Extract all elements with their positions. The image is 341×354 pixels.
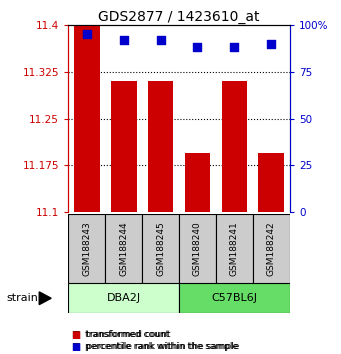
Bar [142,214,179,283]
Text: strain: strain [7,293,39,303]
Text: GSM188243: GSM188243 [82,221,91,276]
Bar [111,81,136,212]
Point [232,45,237,50]
Bar [222,81,247,212]
Text: C57BL6J: C57BL6J [211,293,257,303]
Text: GSM188240: GSM188240 [193,221,202,276]
Text: ■: ■ [72,342,81,352]
Bar [105,214,142,283]
Text: transformed count: transformed count [85,330,169,339]
Text: ■  percentile rank within the sample: ■ percentile rank within the sample [72,342,239,352]
Title: GDS2877 / 1423610_at: GDS2877 / 1423610_at [98,10,260,24]
Text: DBA2J: DBA2J [106,293,141,303]
Text: percentile rank within the sample: percentile rank within the sample [85,342,238,352]
Text: ■: ■ [72,330,81,339]
Point [158,37,163,42]
Bar [68,283,179,313]
Bar [179,214,216,283]
Text: GSM188241: GSM188241 [230,221,239,276]
Text: GSM188242: GSM188242 [267,221,276,276]
Point [84,32,89,37]
Bar [184,153,210,212]
Text: GSM188244: GSM188244 [119,221,128,276]
Bar [253,214,290,283]
Text: GSM188245: GSM188245 [156,221,165,276]
Point [121,37,126,42]
Bar [68,214,105,283]
Bar [148,81,174,212]
Point [195,45,200,50]
Bar [258,153,284,212]
Bar [74,25,100,212]
Point [269,41,274,46]
Bar [179,283,290,313]
Bar [216,214,253,283]
Text: ■  transformed count: ■ transformed count [72,330,170,339]
